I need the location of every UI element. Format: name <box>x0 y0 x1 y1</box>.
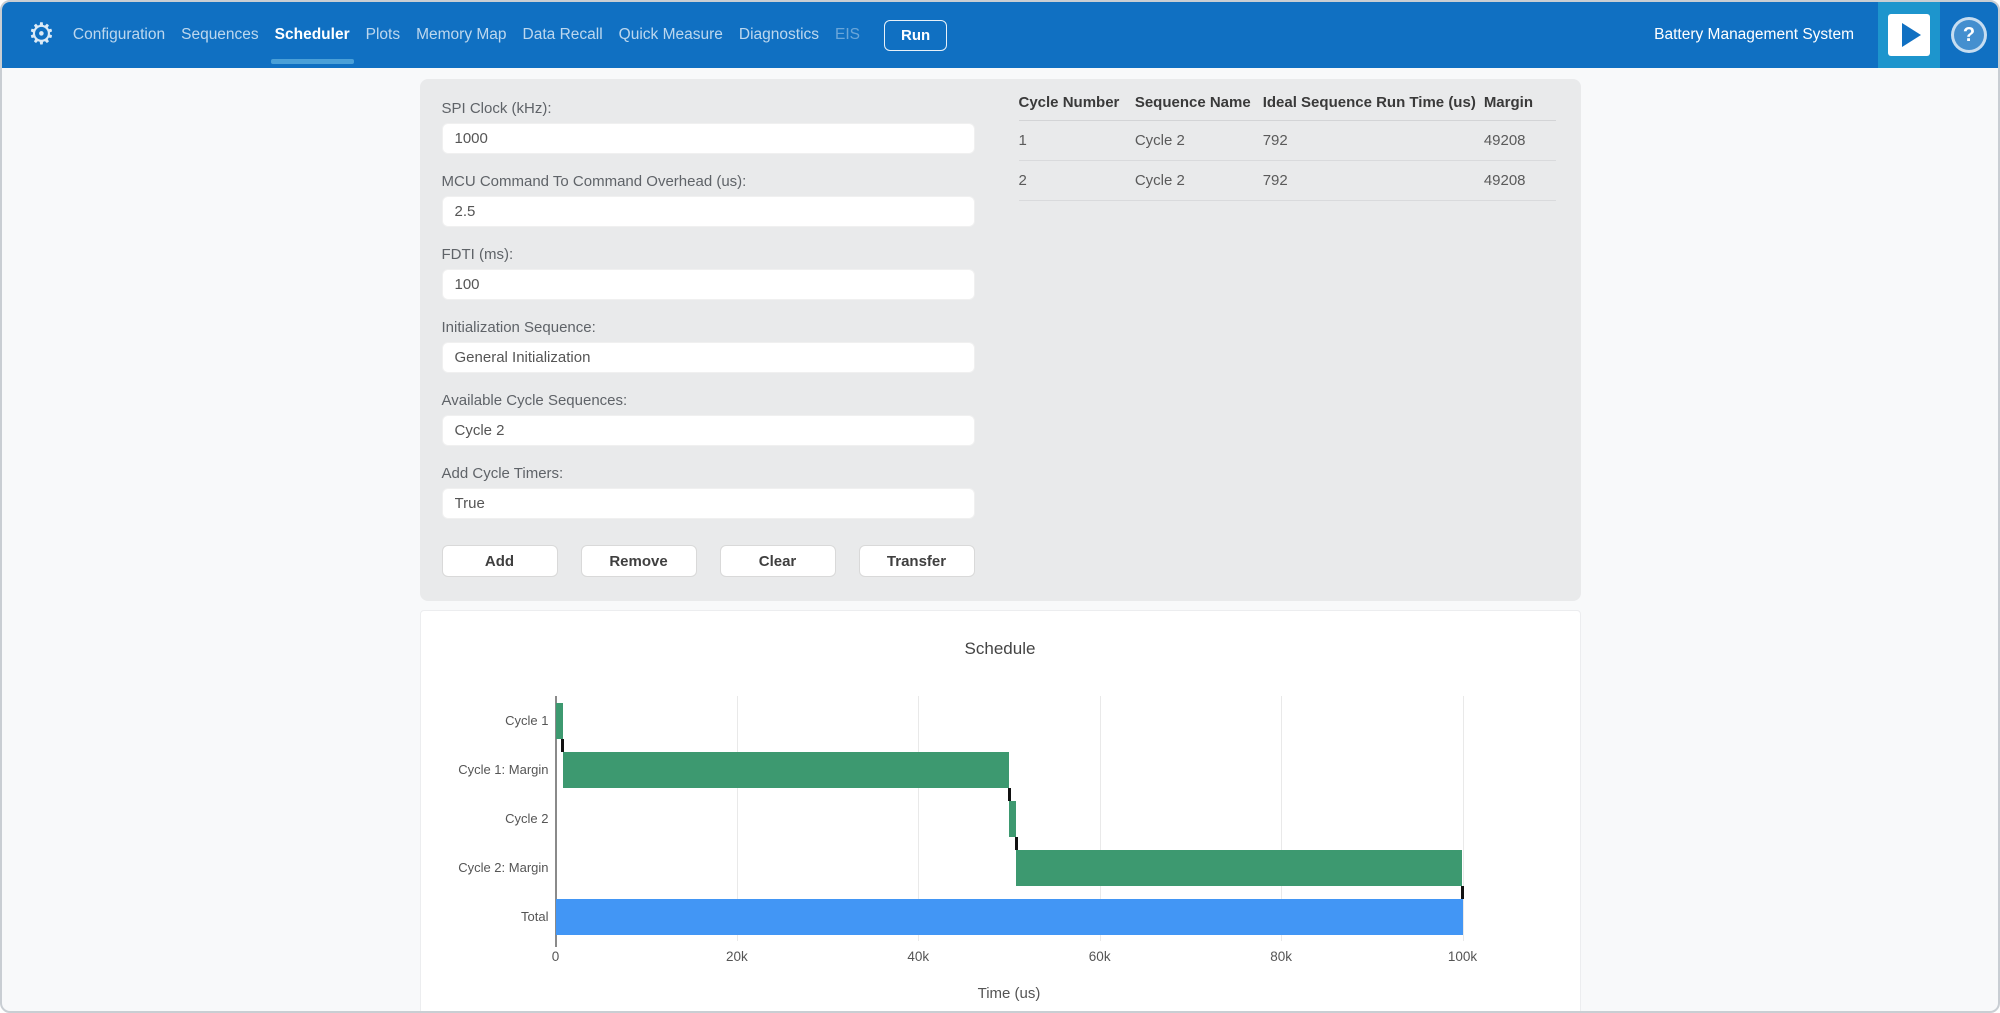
form-buttons: Add Remove Clear Transfer <box>442 545 975 577</box>
cell-margin: 49208 <box>1484 121 1556 161</box>
gantt-bar-cycle-1-margin <box>563 752 1009 788</box>
nav-item-sequences[interactable]: Sequences <box>181 2 259 68</box>
cell-run-time: 792 <box>1263 121 1484 161</box>
header-margin: Margin <box>1484 87 1556 121</box>
field-init-sequence: Initialization Sequence: <box>442 319 975 373</box>
y-category-label: Cycle 1: Margin <box>426 745 556 794</box>
help-wrap: ? <box>1940 17 1998 53</box>
table-row[interactable]: 1 Cycle 2 792 49208 <box>1019 121 1556 161</box>
gantt-bar-cycle-2 <box>1009 801 1016 837</box>
mcu-overhead-input[interactable] <box>442 196 975 227</box>
gantt-bar-cycle-1 <box>556 703 563 739</box>
fdti-input[interactable] <box>442 269 975 300</box>
table-row[interactable]: 2 Cycle 2 792 49208 <box>1019 161 1556 201</box>
nav-item-diagnostics[interactable]: Diagnostics <box>739 2 819 68</box>
init-sequence-label: Initialization Sequence: <box>442 319 975 336</box>
cell-sequence-name: Cycle 2 <box>1135 121 1263 161</box>
app-window: ⚙ Configuration Sequences Scheduler Plot… <box>0 0 2000 1013</box>
waterfall-connector <box>1015 837 1018 850</box>
nav-item-quick-measure[interactable]: Quick Measure <box>619 2 723 68</box>
y-category-label: Total <box>426 892 556 941</box>
header-run-time: Ideal Sequence Run Time (us) <box>1263 87 1484 121</box>
spi-clock-label: SPI Clock (kHz): <box>442 100 975 117</box>
field-mcu-overhead: MCU Command To Command Overhead (us): <box>442 173 975 227</box>
field-fdti: FDTI (ms): <box>442 246 975 300</box>
x-tick-label: 80k <box>1270 949 1292 964</box>
x-tick-label: 20k <box>726 949 748 964</box>
nav-items: Configuration Sequences Scheduler Plots … <box>73 2 947 68</box>
spi-clock-input[interactable] <box>442 123 975 154</box>
cell-margin: 49208 <box>1484 161 1556 201</box>
transfer-button[interactable]: Transfer <box>859 545 975 577</box>
nav-item-eis[interactable]: EIS <box>835 2 860 68</box>
navbar: ⚙ Configuration Sequences Scheduler Plot… <box>2 2 1998 68</box>
y-category-label: Cycle 2: Margin <box>426 843 556 892</box>
mcu-overhead-label: MCU Command To Command Overhead (us): <box>442 173 975 190</box>
scheduler-form: SPI Clock (kHz): MCU Command To Command … <box>442 100 975 577</box>
cell-cycle-number: 1 <box>1019 121 1135 161</box>
nav-item-data-recall[interactable]: Data Recall <box>523 2 603 68</box>
gantt-plot-wrap: Cycle 1Cycle 1: MarginCycle 2Cycle 2: Ma… <box>556 696 1463 1013</box>
run-button[interactable]: Run <box>884 20 947 51</box>
gridline <box>1463 696 1464 941</box>
cell-cycle-number: 2 <box>1019 161 1135 201</box>
waterfall-connector <box>1461 886 1464 899</box>
schedule-chart-card: Schedule Cycle 1Cycle 1: MarginCycle 2Cy… <box>420 610 1581 1013</box>
y-category-label: Cycle 1 <box>426 696 556 745</box>
field-add-cycle-timers: Add Cycle Timers: <box>442 465 975 519</box>
x-tick-label: 100k <box>1448 949 1477 964</box>
remove-button[interactable]: Remove <box>581 545 697 577</box>
cell-sequence-name: Cycle 2 <box>1135 161 1263 201</box>
waterfall-connector <box>561 739 564 752</box>
nav-item-plots[interactable]: Plots <box>366 2 400 68</box>
gear-icon[interactable]: ⚙ <box>28 2 55 68</box>
header-sequence-name: Sequence Name <box>1135 87 1263 121</box>
navbar-right: Battery Management System ? <box>1654 2 1998 68</box>
add-button[interactable]: Add <box>442 545 558 577</box>
table-header-row: Cycle Number Sequence Name Ideal Sequenc… <box>1019 87 1556 121</box>
chart-title: Schedule <box>421 611 1580 659</box>
available-cycles-label: Available Cycle Sequences: <box>442 392 975 409</box>
scheduler-settings-panel: SPI Clock (kHz): MCU Command To Command … <box>420 79 1581 601</box>
gantt-bar-total <box>556 899 1463 935</box>
waterfall-connector <box>1008 788 1011 801</box>
init-sequence-input[interactable] <box>442 342 975 373</box>
clear-button[interactable]: Clear <box>720 545 836 577</box>
cell-run-time: 792 <box>1263 161 1484 201</box>
help-icon[interactable]: ? <box>1951 17 1987 53</box>
header-cycle-number: Cycle Number <box>1019 87 1135 121</box>
fdti-label: FDTI (ms): <box>442 246 975 263</box>
cycles-table: Cycle Number Sequence Name Ideal Sequenc… <box>1019 87 1556 201</box>
nav-item-scheduler[interactable]: Scheduler <box>275 2 350 68</box>
gantt-plot: Cycle 1Cycle 1: MarginCycle 2Cycle 2: Ma… <box>556 696 1463 941</box>
available-cycles-input[interactable] <box>442 415 975 446</box>
main-content: SPI Clock (kHz): MCU Command To Command … <box>420 79 1581 1013</box>
x-tick-label: 40k <box>907 949 929 964</box>
add-cycle-timers-label: Add Cycle Timers: <box>442 465 975 482</box>
x-tick-label: 0 <box>552 949 560 964</box>
play-icon <box>1888 14 1930 56</box>
x-axis-label: Time (us) <box>556 985 1463 1002</box>
nav-item-memory-map[interactable]: Memory Map <box>416 2 506 68</box>
nav-item-configuration[interactable]: Configuration <box>73 2 165 68</box>
y-category-label: Cycle 2 <box>426 794 556 843</box>
field-available-cycles: Available Cycle Sequences: <box>442 392 975 446</box>
app-title: Battery Management System <box>1654 26 1854 44</box>
gantt-bar-cycle-2-margin <box>1016 850 1462 886</box>
field-spi-clock: SPI Clock (kHz): <box>442 100 975 154</box>
add-cycle-timers-input[interactable] <box>442 488 975 519</box>
play-button[interactable] <box>1878 2 1940 68</box>
x-tick-label: 60k <box>1089 949 1111 964</box>
cycles-table-wrap: Cycle Number Sequence Name Ideal Sequenc… <box>1019 87 1556 601</box>
